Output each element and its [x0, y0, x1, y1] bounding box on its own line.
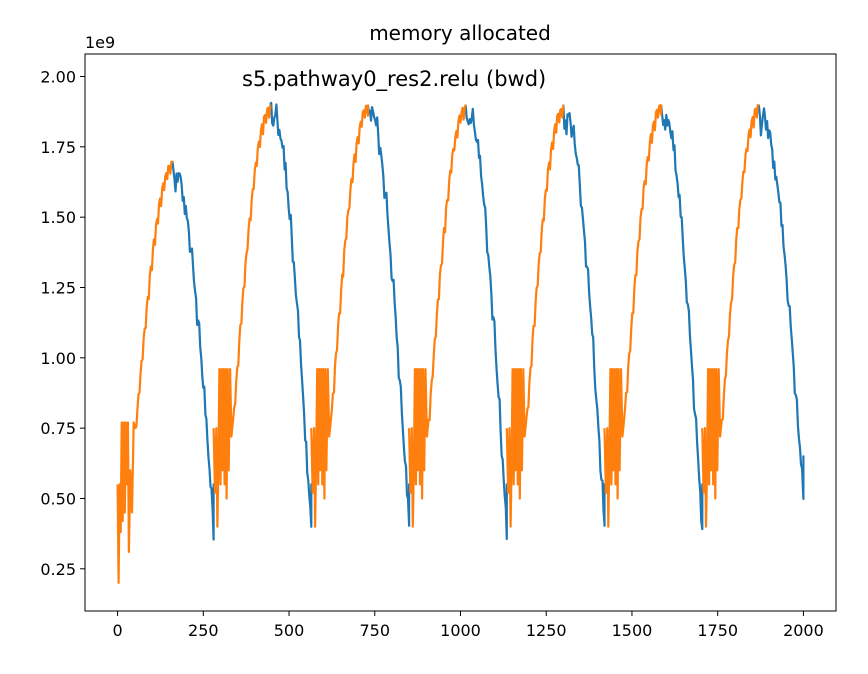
y-tick-label: 2.00 — [40, 68, 76, 87]
x-tick-label: 1500 — [612, 621, 653, 640]
y-tick-label: 1.50 — [40, 208, 76, 227]
x-axis: 0 250 500 750 1000 1250 1500 1750 2000 — [112, 611, 824, 640]
forward-series-line-2 — [310, 104, 369, 528]
x-tick-label: 1250 — [526, 621, 567, 640]
x-tick-label: 1750 — [697, 621, 738, 640]
backward-series-line-1 — [269, 101, 313, 528]
forward-series-line-0 — [116, 160, 174, 584]
backward-series-line-5 — [660, 104, 704, 531]
backward-series-line-4 — [562, 104, 606, 527]
x-tick-label: 2000 — [783, 621, 824, 640]
backward-series-line-2 — [366, 104, 411, 527]
y-tick-label: 0.25 — [40, 560, 76, 579]
backward-series-line-6 — [757, 104, 805, 501]
y-tick-label: 0.50 — [40, 489, 76, 508]
forward-series-line-3 — [408, 103, 467, 528]
y-axis-multiplier: 1e9 — [85, 33, 115, 52]
forward-series-line-5 — [603, 104, 663, 528]
x-tick-label: 500 — [274, 621, 305, 640]
x-tick-label: 750 — [359, 621, 390, 640]
chart-title: memory allocated — [369, 21, 551, 45]
series-layer — [116, 101, 805, 584]
chart-annotation: s5.pathway0_res2.relu (bwd) — [242, 67, 546, 92]
backward-series-line-0 — [171, 160, 215, 541]
x-tick-label: 250 — [188, 621, 219, 640]
y-tick-label: 0.75 — [40, 419, 76, 438]
x-tick-label: 1000 — [440, 621, 481, 640]
x-tick-label: 0 — [112, 621, 122, 640]
forward-series-line-6 — [701, 103, 760, 528]
backward-series-line-3 — [464, 104, 508, 541]
y-tick-label: 1.75 — [40, 138, 76, 157]
forward-series-line-4 — [505, 104, 565, 528]
y-axis: 0.25 0.50 0.75 1.00 1.25 1.50 1.75 2.00 — [40, 68, 85, 579]
y-tick-label: 1.00 — [40, 349, 76, 368]
forward-series-line-1 — [212, 104, 272, 528]
y-tick-label: 1.25 — [40, 278, 76, 297]
